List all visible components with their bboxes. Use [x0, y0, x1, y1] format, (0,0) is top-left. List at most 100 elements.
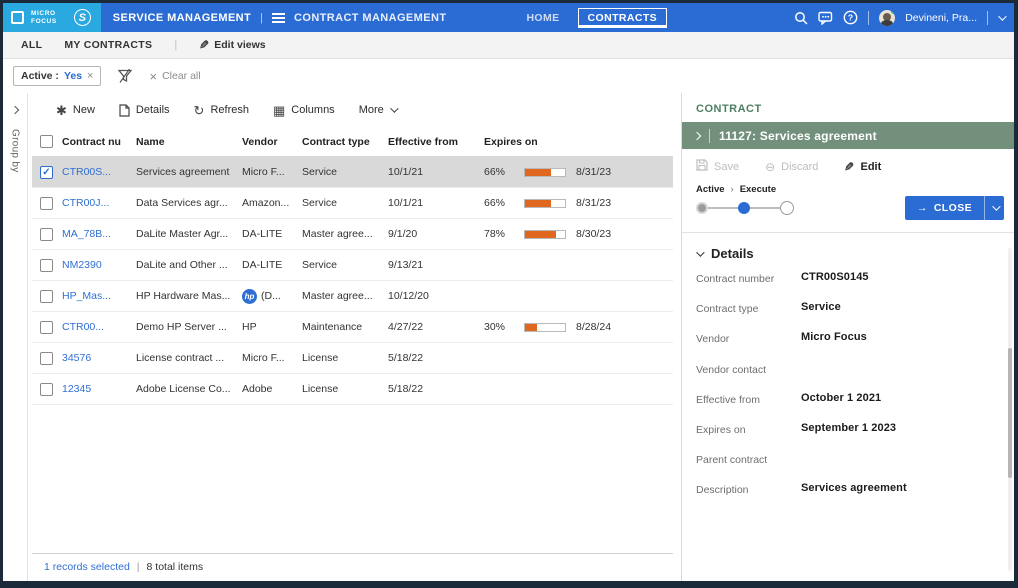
- progress-percent-label: 66%: [484, 197, 506, 209]
- table-row[interactable]: HP_Mas... HP Hardware Mas... hp (D... Ma…: [32, 281, 673, 312]
- row-checkbox[interactable]: [40, 320, 53, 334]
- micro-focus-logo[interactable]: MICRO FOCUS S: [3, 3, 101, 32]
- effective-from-cell: 10/1/21: [388, 166, 424, 178]
- more-button[interactable]: More: [359, 104, 399, 116]
- panel-title[interactable]: 11127: Services agreement: [719, 128, 877, 143]
- close-button[interactable]: → CLOSE: [904, 196, 984, 220]
- contract-number-link[interactable]: HP_Mas...: [62, 290, 112, 302]
- hp-logo: hp: [242, 288, 257, 304]
- active-filter-chip[interactable]: Active : Yes ×: [13, 66, 102, 86]
- expand-rail-chevron-icon[interactable]: [10, 105, 20, 115]
- columns-button[interactable]: ▦ Columns: [273, 104, 335, 117]
- expires-date: 8/31/23: [576, 166, 612, 178]
- field-value: October 1 2021: [801, 391, 882, 404]
- discard-button[interactable]: ⊖ Discard: [765, 161, 818, 173]
- expires-on-cell: 78% 8/30/23: [484, 228, 673, 240]
- expires-on-cell: 66% 8/31/23: [484, 166, 673, 178]
- view-tab-my-contracts[interactable]: MY CONTRACTS: [64, 39, 153, 51]
- view-tab-all[interactable]: ALL: [21, 39, 43, 51]
- hamburger-menu-icon[interactable]: [272, 12, 286, 23]
- user-avatar[interactable]: [879, 9, 896, 26]
- search-icon[interactable]: [793, 10, 808, 25]
- col-vendor[interactable]: Vendor: [242, 135, 278, 148]
- col-expires-on[interactable]: Expires on: [484, 135, 538, 148]
- clear-all-button[interactable]: × Clear all: [149, 70, 200, 83]
- online-status-dot: [891, 9, 896, 14]
- vendor-cell: Micro F...: [242, 352, 302, 364]
- table-header-row: Contract nu Name Vendor Contract type Ef…: [32, 127, 673, 157]
- contract-type-cell: License: [302, 352, 339, 364]
- topbar-titles: SERVICE MANAGEMENT | CONTRACT MANAGEMENT: [101, 3, 447, 32]
- user-menu-chevron-down-icon[interactable]: [998, 11, 1007, 21]
- tab-contracts[interactable]: CONTRACTS: [577, 7, 668, 28]
- contract-number-link[interactable]: CTR00...: [62, 321, 105, 333]
- col-name[interactable]: Name: [136, 135, 165, 148]
- service-management-app-icon[interactable]: S: [73, 9, 91, 26]
- topbar-tabs: HOME CONTRACTS: [516, 3, 668, 32]
- field-label: Contract type: [696, 303, 759, 316]
- table-row[interactable]: 34576 License contract ... Micro F... Li…: [32, 343, 673, 374]
- table-row[interactable]: CTR00... Demo HP Server ... HP Maintenan…: [32, 312, 673, 343]
- vendor-text: Micro F...: [242, 166, 285, 178]
- row-checkbox[interactable]: [40, 382, 53, 396]
- contract-number-link[interactable]: 34576: [62, 352, 92, 364]
- col-contract-type[interactable]: Contract type: [302, 135, 370, 148]
- edit-views-button[interactable]: ✎ Edit views: [199, 38, 265, 52]
- contract-number-link[interactable]: CTR00S...: [62, 166, 112, 178]
- row-checkbox[interactable]: ✓: [40, 165, 53, 179]
- records-selected-link[interactable]: 1 records selected: [44, 560, 130, 573]
- contract-number-link[interactable]: NM2390: [62, 259, 102, 271]
- expand-panel-chevron-icon[interactable]: [692, 131, 702, 140]
- table-row[interactable]: MA_78B... DaLite Master Agr... DA-LITE M…: [32, 219, 673, 250]
- user-name[interactable]: Devineni, Pra...: [905, 11, 977, 24]
- panel-divider: [682, 232, 1014, 233]
- save-button[interactable]: Save: [696, 159, 739, 174]
- select-all-checkbox[interactable]: [40, 135, 53, 148]
- progress-percent-label: 78%: [484, 228, 506, 240]
- vendor-cell: Amazon...: [242, 197, 302, 209]
- contract-name-cell: Data Services agr...: [136, 197, 228, 209]
- panel-kind-label: CONTRACT: [696, 103, 762, 115]
- columns-grid-icon: ▦: [272, 102, 286, 118]
- refresh-button[interactable]: ↻ Refresh: [194, 104, 249, 117]
- contract-name-cell: DaLite and Other ...: [136, 259, 228, 271]
- help-icon[interactable]: ?: [843, 10, 858, 25]
- new-asterisk-icon: ✱: [56, 102, 67, 118]
- contract-number-link[interactable]: CTR00J...: [62, 197, 110, 209]
- edit-button[interactable]: ✎ Edit: [844, 160, 881, 174]
- row-checkbox[interactable]: [40, 289, 53, 303]
- workflow-step-todo[interactable]: [780, 201, 794, 215]
- row-checkbox[interactable]: [40, 227, 53, 241]
- group-by-control[interactable]: Group by: [9, 129, 21, 173]
- contract-number-link[interactable]: 12345: [62, 383, 92, 395]
- workflow-step-current[interactable]: [738, 202, 750, 214]
- close-split-button[interactable]: → CLOSE: [904, 196, 1004, 220]
- close-dropdown-toggle[interactable]: [984, 196, 1004, 220]
- row-checkbox[interactable]: [40, 351, 53, 365]
- col-contract-number[interactable]: Contract nu: [62, 135, 121, 148]
- table-row[interactable]: NM2390 DaLite and Other ... DA-LITE Serv…: [32, 250, 673, 281]
- contract-name-cell: HP Hardware Mas...: [136, 290, 231, 302]
- table-row[interactable]: ✓ CTR00S... Services agreement Micro F..…: [32, 157, 673, 188]
- row-checkbox[interactable]: [40, 196, 53, 210]
- field-label: Expires on: [696, 423, 746, 436]
- remove-filter-icon[interactable]: ×: [87, 70, 94, 82]
- details-button[interactable]: Details: [119, 103, 170, 117]
- workflow-step-done[interactable]: [696, 202, 708, 214]
- chat-icon[interactable]: [818, 10, 833, 25]
- row-checkbox[interactable]: [40, 258, 53, 272]
- col-effective-from[interactable]: Effective from: [388, 135, 459, 148]
- details-section-header[interactable]: Details: [682, 233, 1014, 271]
- filter-funnel-icon[interactable]: [117, 68, 133, 84]
- new-button[interactable]: ✱ New: [56, 104, 95, 117]
- contract-number-link[interactable]: MA_78B...: [62, 228, 112, 240]
- table-row[interactable]: 12345 Adobe License Co... Adobe License …: [32, 374, 673, 405]
- contract-name-cell: License contract ...: [136, 352, 225, 364]
- vendor-text: (D...: [261, 290, 281, 302]
- panel-scrollbar[interactable]: [1008, 248, 1012, 571]
- tab-home[interactable]: HOME: [526, 11, 560, 24]
- table-row[interactable]: CTR00J... Data Services agr... Amazon...…: [32, 188, 673, 219]
- effective-from-cell: 5/18/22: [388, 352, 424, 364]
- vendor-text: HP: [242, 321, 257, 333]
